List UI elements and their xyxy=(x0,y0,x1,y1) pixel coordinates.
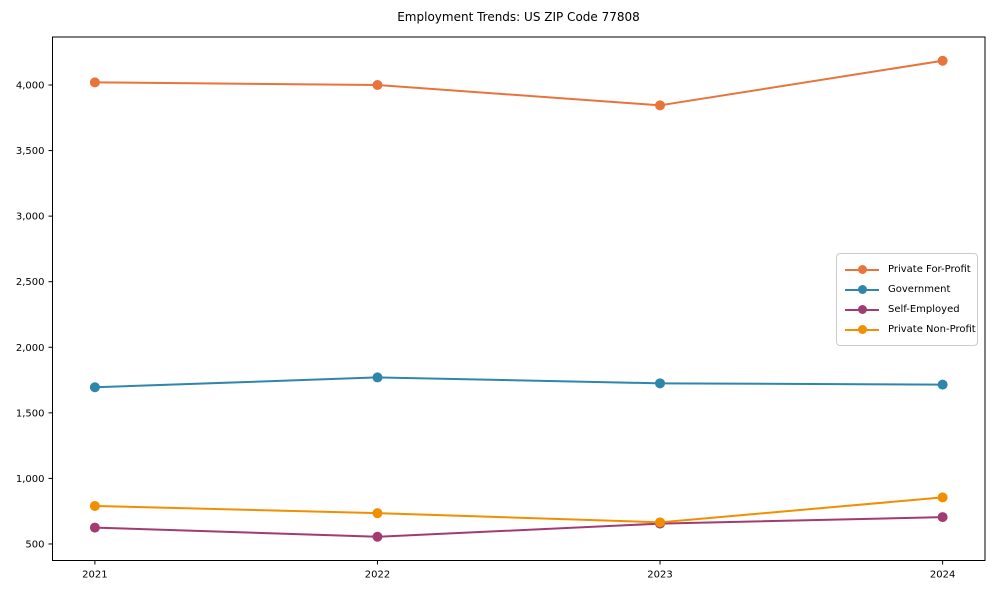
series-marker-private-for-profit xyxy=(937,55,948,66)
series-line-government xyxy=(94,376,943,389)
legend-line-marker-icon xyxy=(845,264,879,275)
series-marker-government xyxy=(372,372,383,383)
series-marker-government xyxy=(655,378,666,389)
series-marker-private-non-profit xyxy=(89,500,100,511)
x-tick-label: 2023 xyxy=(647,570,672,581)
y-tick-label: 3,500 xyxy=(16,146,45,157)
x-tick-label: 2022 xyxy=(365,570,390,581)
series-marker-private-for-profit xyxy=(89,77,100,88)
x-tick-label: 2021 xyxy=(82,570,107,581)
series-marker-government xyxy=(89,382,100,393)
legend-item-self-employed: Self-Employed xyxy=(845,300,969,319)
series-line-self-employed xyxy=(94,516,943,538)
series-line-private-for-profit xyxy=(94,59,943,107)
y-tick-label: 1,000 xyxy=(16,474,45,485)
series-marker-private-non-profit xyxy=(937,492,948,503)
series-marker-private-for-profit xyxy=(372,79,383,90)
series-marker-private-for-profit xyxy=(655,100,666,111)
y-tick-label: 2,000 xyxy=(16,343,45,354)
series-marker-private-non-profit xyxy=(372,508,383,519)
legend: Private For-Profit Government Self-Employe… xyxy=(836,253,978,346)
y-tick-label: 2,500 xyxy=(16,277,45,288)
legend-line-marker-icon xyxy=(845,324,879,335)
series-marker-private-non-profit xyxy=(655,517,666,528)
legend-label: Private For-Profit xyxy=(888,264,971,275)
y-tick-label: 500 xyxy=(25,539,44,550)
x-tick-label: 2024 xyxy=(930,570,955,581)
series-marker-self-employed xyxy=(372,531,383,542)
legend-item-private-non-profit: Private Non-Profit xyxy=(845,320,976,339)
plot-border xyxy=(52,36,986,561)
y-tick-label: 4,000 xyxy=(16,80,45,91)
series-line-private-non-profit xyxy=(94,496,943,524)
y-tick-label: 3,000 xyxy=(16,212,45,223)
legend-label: Private Non-Profit xyxy=(888,324,976,335)
legend-line-marker-icon xyxy=(845,284,879,295)
legend-label: Government xyxy=(888,284,951,295)
legend-line-marker-icon xyxy=(845,304,879,315)
series-marker-self-employed xyxy=(89,522,100,533)
legend-item-government: Government xyxy=(845,280,969,299)
y-tick-label: 1,500 xyxy=(16,408,45,419)
legend-label: Self-Employed xyxy=(888,304,960,315)
legend-item-private-for-profit: Private For-Profit xyxy=(845,260,971,279)
series-marker-government xyxy=(937,379,948,390)
series-marker-self-employed xyxy=(937,512,948,523)
chart-title: Employment Trends: US ZIP Code 77808 xyxy=(397,10,640,24)
